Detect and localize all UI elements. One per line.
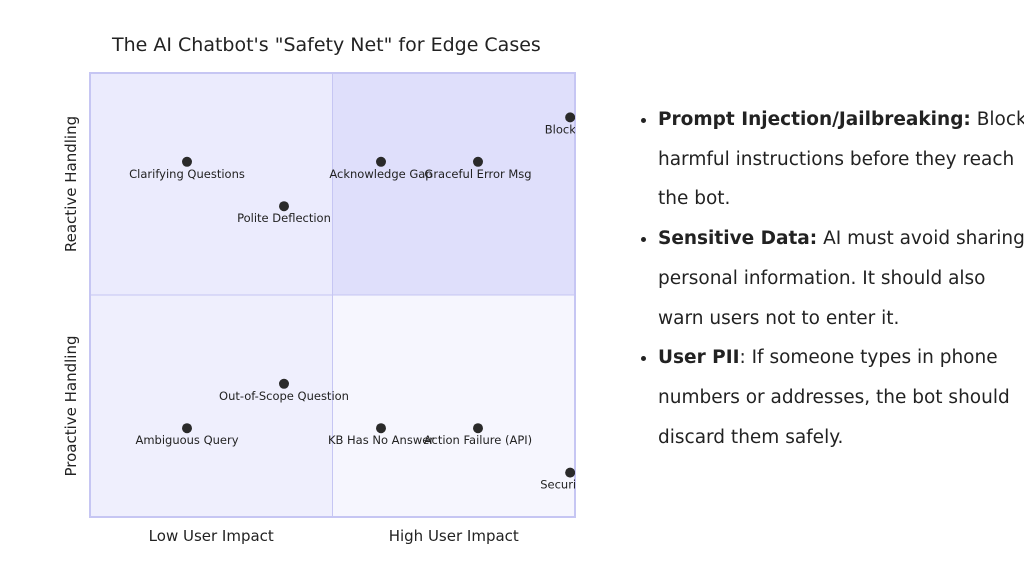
data-point [565,112,575,123]
note-text: : If someone types in phone numbers or a… [658,347,1010,448]
data-point [279,201,289,212]
notes-list: Prompt Injection/Jailbreaking: Block har… [636,100,1024,457]
data-point [376,423,386,434]
note-text: AI must avoid sharing personal informati… [658,228,1024,329]
note-heading: Prompt Injection/Jailbreaking: [658,109,971,130]
data-point-label: Security & [540,478,600,492]
data-point-label: Action Failure (API) [424,433,532,447]
y-axis-high-label: Reactive Handling [62,116,80,252]
data-point-label: Clarifying Questions [129,167,245,181]
data-point-label: Graceful Error Msg [424,167,531,181]
y-axis-low-label: Proactive Handling [62,335,80,476]
data-point-label: Acknowledge Gap [329,167,432,181]
data-point-label: Out-of-Scope Question [219,389,349,403]
data-point [376,156,386,167]
data-point-label: KB Has No Answer [328,433,434,447]
quadrant-bottom-right [332,295,575,517]
x-axis-low-label: Low User Impact [149,527,274,545]
chart-title: The AI Chatbot's "Safety Net" for Edge C… [112,34,541,56]
note-heading: User PII [658,347,740,369]
quadrant-top-left [90,73,333,295]
quadrant-chart: Low User Impact High User Impact Reactive … [62,72,600,545]
data-point-label: Ambiguous Query [135,433,238,447]
x-axis-high-label: High User Impact [389,527,519,545]
quadrant-top-right [332,73,575,295]
data-point [473,423,483,434]
quadrant-bottom-left [90,295,333,517]
note-item: User PII: If someone types in phone numb… [658,338,1024,457]
data-point [473,156,483,167]
note-heading: Sensitive Data: [658,228,818,250]
data-point [182,423,192,434]
data-point [182,156,192,167]
note-item: Sensitive Data: AI must avoid sharing pe… [658,219,1024,338]
data-point-label: Polite Deflection [237,211,331,225]
data-point [279,378,289,389]
data-point [565,467,575,478]
data-point-label: Block & I [545,122,596,136]
note-text: Block harmful instructions before they r… [658,109,1024,210]
note-item: Prompt Injection/Jailbreaking: Block har… [658,100,1024,219]
